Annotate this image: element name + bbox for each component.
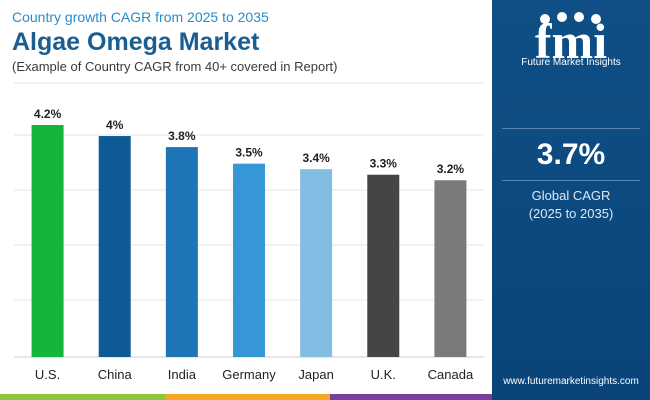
data-label: 3.5% — [235, 146, 263, 160]
category-label: India — [168, 367, 197, 382]
logo-dot-icon — [591, 14, 601, 24]
category-labels: U.S. China India Germany Japan U.K. Canada — [35, 367, 474, 382]
chart-title: Algae Omega Market — [12, 28, 260, 56]
fmi-logo: fmi — [535, 12, 607, 69]
bar-china — [98, 136, 131, 357]
category-label: China — [98, 367, 133, 382]
data-label: 3.4% — [302, 151, 330, 165]
sidebar-panel: fmi Future Market Insights 3.7% Global C… — [492, 0, 650, 400]
footer-stripe-orange — [165, 394, 330, 400]
category-label: U.S. — [35, 367, 60, 382]
global-cagr-period: (2025 to 2035) — [528, 206, 614, 221]
data-label: 3.3% — [370, 157, 398, 171]
brand-name: Future Market Insights — [521, 57, 621, 68]
data-label: 3.8% — [168, 129, 196, 143]
data-label: 4.2% — [34, 107, 62, 121]
divider — [502, 180, 640, 181]
logo-dot-icon — [540, 14, 550, 24]
footer-stripe-purple — [330, 394, 492, 400]
footer-stripe-green — [0, 394, 165, 400]
global-cagr-label: Global CAGR — [531, 188, 611, 203]
data-label: 3.2% — [437, 162, 465, 176]
chart-subtitle: Country growth CAGR from 2025 to 2035 — [12, 9, 269, 25]
bar-chart: 4.2% 4% 3.8% 3.5% 3.4% 3.3% 3.2% U.S. China Indi… — [14, 82, 484, 382]
bar-uk — [367, 174, 400, 357]
website-link[interactable]: www.futuremarketinsights.com — [503, 376, 639, 387]
chart-note: (Example of Country CAGR from 40+ covere… — [12, 59, 338, 74]
divider — [502, 128, 640, 129]
bar-us — [31, 125, 64, 357]
value-labels: 4.2% 4% 3.8% 3.5% 3.4% 3.3% 3.2% — [34, 107, 465, 176]
logo-dot-icon — [557, 12, 567, 22]
global-cagr-value: 3.7% — [536, 138, 606, 171]
bar-canada — [434, 180, 467, 357]
bar-india — [165, 147, 198, 357]
category-label: Japan — [298, 367, 333, 382]
bar-germany — [233, 163, 265, 357]
bar-japan — [300, 169, 333, 357]
header: Country growth CAGR from 2025 to 2035 Al… — [12, 8, 482, 75]
data-label: 4% — [106, 118, 124, 132]
category-label: Germany — [222, 367, 276, 382]
logo-dot-icon — [574, 12, 584, 22]
category-label: Canada — [428, 367, 474, 382]
bars — [31, 125, 467, 357]
category-label: U.K. — [371, 367, 396, 382]
